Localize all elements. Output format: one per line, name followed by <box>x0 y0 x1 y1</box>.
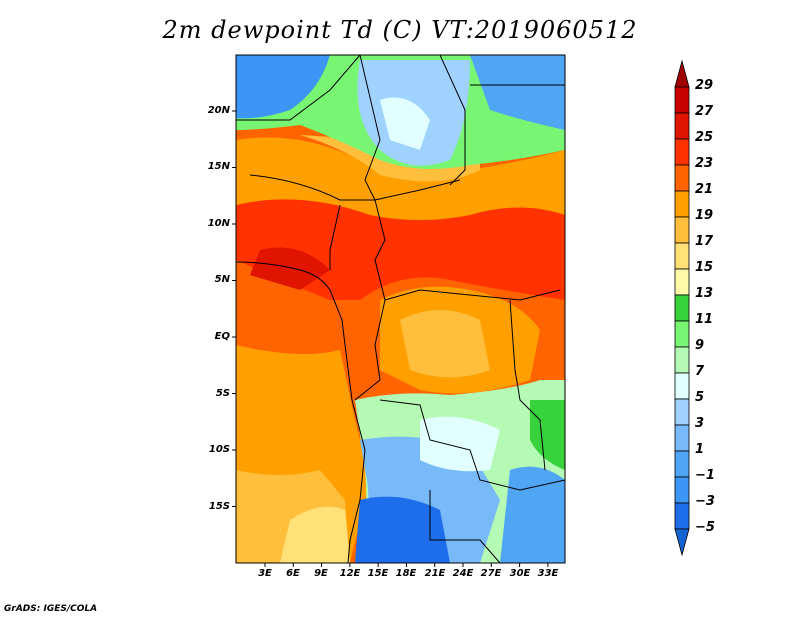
colorbar <box>674 59 690 557</box>
colorbar-band <box>674 476 690 504</box>
colorbar-label: 13 <box>695 286 714 301</box>
colorbar-label: 21 <box>695 182 714 197</box>
map-frame <box>235 54 566 564</box>
colorbar-label: 23 <box>695 156 714 171</box>
colorbar-label: 15 <box>695 260 714 275</box>
colorbar-band <box>674 294 690 322</box>
colorbar-arrow <box>674 528 690 557</box>
colorbar-band <box>674 320 690 348</box>
colorbar-band <box>674 138 690 166</box>
colorbar-band <box>674 268 690 296</box>
colorbar-label: 5 <box>695 390 705 405</box>
x-tick-label: 3E <box>258 568 272 579</box>
x-tick-label: 30E <box>509 568 531 579</box>
y-tick-label: 15S <box>208 501 230 512</box>
plot-title: 2m dewpoint Td (C) VT:2019060512 <box>162 16 638 44</box>
colorbar-band <box>674 190 690 218</box>
colorbar-label: −1 <box>695 468 715 483</box>
y-tick-label: 20N <box>207 105 230 116</box>
colorbar-band <box>674 502 690 530</box>
x-tick-label: 15E <box>367 568 389 579</box>
colorbar-label: −3 <box>695 494 715 509</box>
y-tick-label: 5S <box>215 388 230 399</box>
x-tick-label: 27E <box>480 568 502 579</box>
x-tick-label: 12E <box>339 568 361 579</box>
x-tick-label: 6E <box>286 568 300 579</box>
colorbar-label: 1 <box>695 442 705 457</box>
y-tick-label: 15N <box>207 161 230 172</box>
x-tick-label: 33E <box>537 568 559 579</box>
x-tick-label: 9E <box>314 568 328 579</box>
x-tick-label: 24E <box>452 568 474 579</box>
colorbar-label: 3 <box>695 416 705 431</box>
colorbar-band <box>674 398 690 426</box>
footer-credit: GrADS: IGES/COLA <box>4 604 98 614</box>
country-boundaries <box>236 55 565 563</box>
y-tick-label: 10N <box>207 218 230 229</box>
colorbar-label: 9 <box>695 338 705 353</box>
x-tick-label: 18E <box>395 568 417 579</box>
colorbar-label: 11 <box>695 312 714 327</box>
colorbar-band <box>674 450 690 478</box>
colorbar-band <box>674 372 690 400</box>
colorbar-label: 19 <box>695 208 714 223</box>
y-tick-label: EQ <box>214 331 230 342</box>
colorbar-label: 25 <box>695 130 714 145</box>
dewpoint-field <box>236 55 565 563</box>
colorbar-band <box>674 86 690 114</box>
colorbar-label: 27 <box>695 104 714 119</box>
x-tick-label: 21E <box>424 568 446 579</box>
colorbar-label: 17 <box>695 234 714 249</box>
colorbar-band <box>674 164 690 192</box>
colorbar-band <box>674 242 690 270</box>
y-tick-label: 10S <box>208 444 230 455</box>
colorbar-label: 7 <box>695 364 705 379</box>
colorbar-label: −5 <box>695 520 715 535</box>
colorbar-band <box>674 346 690 374</box>
colorbar-band <box>674 216 690 244</box>
colorbar-arrow <box>674 59 690 88</box>
y-tick-label: 5N <box>214 274 230 285</box>
colorbar-band <box>674 112 690 140</box>
colorbar-band <box>674 424 690 452</box>
colorbar-label: 29 <box>695 78 714 93</box>
